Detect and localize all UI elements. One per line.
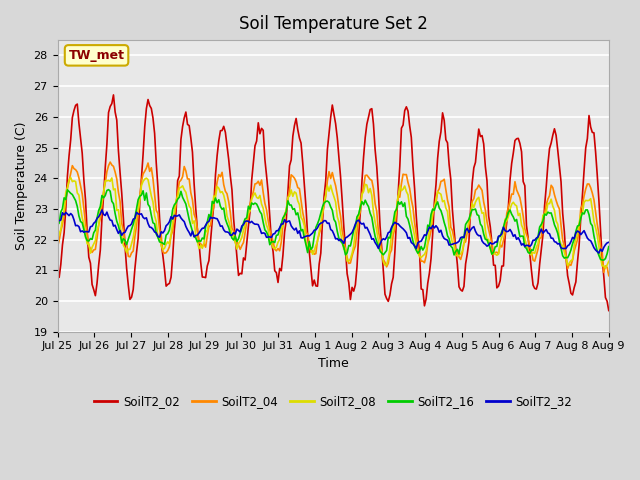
SoilT2_02 bbox=[365, 114, 372, 120]
SoilT2_02 bbox=[220, 123, 228, 129]
SoilT2_32 bbox=[595, 250, 603, 256]
SoilT2_32 bbox=[605, 240, 612, 245]
Line: SoilT2_16: SoilT2_16 bbox=[58, 190, 609, 260]
SoilT2_04 bbox=[106, 159, 114, 165]
SoilT2_08 bbox=[177, 184, 185, 190]
SoilT2_32 bbox=[513, 237, 520, 242]
Legend: SoilT2_02, SoilT2_04, SoilT2_08, SoilT2_16, SoilT2_32: SoilT2_02, SoilT2_04, SoilT2_08, SoilT2_… bbox=[89, 390, 577, 413]
SoilT2_08 bbox=[605, 258, 612, 264]
SoilT2_16 bbox=[506, 207, 514, 213]
SoilT2_08 bbox=[365, 190, 372, 195]
X-axis label: Time: Time bbox=[318, 357, 349, 370]
SoilT2_32 bbox=[177, 215, 185, 221]
SoilT2_02 bbox=[109, 92, 117, 98]
SoilT2_16 bbox=[600, 257, 607, 263]
SoilT2_08 bbox=[506, 206, 514, 212]
SoilT2_08 bbox=[54, 237, 61, 242]
SoilT2_08 bbox=[60, 208, 68, 214]
SoilT2_02 bbox=[506, 177, 514, 183]
Text: TW_met: TW_met bbox=[68, 49, 125, 62]
SoilT2_16 bbox=[177, 189, 185, 194]
SoilT2_02 bbox=[177, 136, 185, 142]
SoilT2_04 bbox=[513, 187, 520, 193]
SoilT2_16 bbox=[60, 195, 68, 201]
SoilT2_04 bbox=[365, 174, 372, 180]
SoilT2_04 bbox=[60, 212, 68, 217]
Title: Soil Temperature Set 2: Soil Temperature Set 2 bbox=[239, 15, 428, 33]
SoilT2_04 bbox=[54, 244, 61, 250]
Line: SoilT2_32: SoilT2_32 bbox=[58, 210, 609, 253]
Line: SoilT2_02: SoilT2_02 bbox=[58, 95, 609, 311]
SoilT2_04 bbox=[220, 182, 228, 188]
SoilT2_32 bbox=[54, 216, 61, 222]
SoilT2_16 bbox=[513, 216, 520, 222]
SoilT2_32 bbox=[506, 227, 514, 232]
SoilT2_02 bbox=[54, 275, 61, 280]
SoilT2_08 bbox=[513, 203, 520, 209]
SoilT2_02 bbox=[60, 230, 68, 236]
SoilT2_16 bbox=[605, 244, 612, 250]
SoilT2_16 bbox=[365, 204, 372, 210]
SoilT2_32 bbox=[365, 228, 372, 234]
SoilT2_04 bbox=[605, 273, 612, 278]
SoilT2_32 bbox=[98, 207, 106, 213]
SoilT2_16 bbox=[105, 187, 113, 192]
SoilT2_04 bbox=[177, 177, 185, 183]
SoilT2_16 bbox=[54, 222, 61, 228]
Line: SoilT2_04: SoilT2_04 bbox=[58, 162, 609, 276]
SoilT2_08 bbox=[67, 175, 74, 180]
SoilT2_08 bbox=[220, 192, 228, 198]
SoilT2_32 bbox=[60, 212, 68, 218]
Line: SoilT2_08: SoilT2_08 bbox=[58, 178, 609, 268]
SoilT2_16 bbox=[220, 205, 228, 211]
SoilT2_02 bbox=[605, 308, 612, 313]
SoilT2_08 bbox=[602, 265, 609, 271]
SoilT2_02 bbox=[513, 136, 520, 142]
SoilT2_04 bbox=[506, 198, 514, 204]
SoilT2_32 bbox=[220, 227, 228, 233]
Y-axis label: Soil Temperature (C): Soil Temperature (C) bbox=[15, 121, 28, 250]
